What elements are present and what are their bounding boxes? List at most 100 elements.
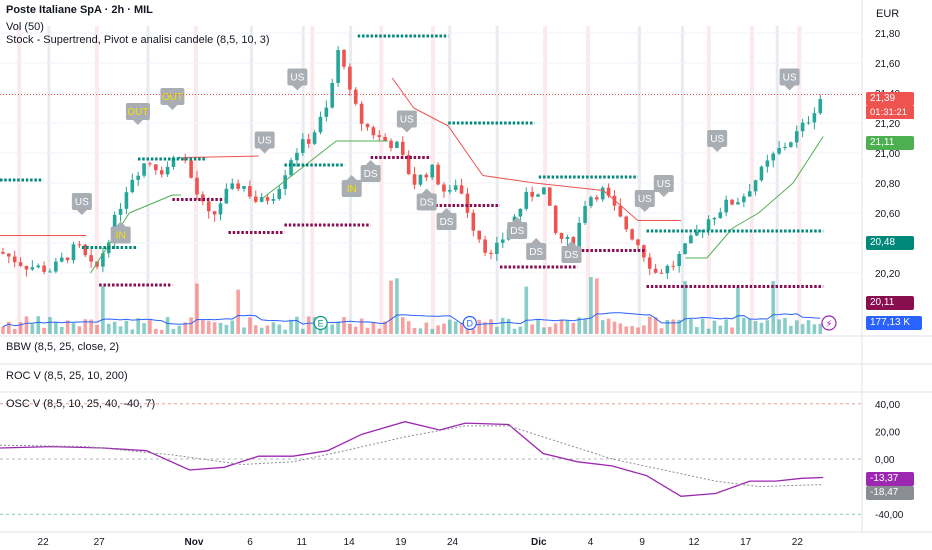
volume-bar <box>224 324 229 334</box>
volume-bar <box>606 318 611 334</box>
candle-body <box>359 103 364 124</box>
badge-text: DS <box>420 198 434 209</box>
candle-body <box>677 253 681 267</box>
volume-bar <box>683 281 687 334</box>
candle-body <box>118 208 123 215</box>
candle-body <box>42 265 46 272</box>
candle-body <box>471 212 476 231</box>
candles-group <box>1 46 823 280</box>
signal-badge-us: US <box>254 131 275 154</box>
candle-body <box>24 265 29 270</box>
candle-body <box>77 244 82 246</box>
volume-bar <box>489 319 493 334</box>
candle-body <box>547 187 552 206</box>
candle-body <box>295 152 299 161</box>
volume-bar <box>42 327 46 334</box>
volume-bar <box>359 318 364 334</box>
volume-bar <box>742 317 746 334</box>
signal-badge-ds: DS <box>416 188 437 211</box>
candle-body <box>324 107 329 117</box>
time-tick-label: 24 <box>447 537 459 548</box>
session-band <box>47 26 51 334</box>
badge-arrow <box>401 127 412 133</box>
candle-body <box>230 183 235 189</box>
signal-badge-us: US <box>287 68 308 91</box>
volume-bar <box>124 320 129 334</box>
candle-body <box>500 239 505 243</box>
volume-bar <box>642 325 646 334</box>
legend-stock-indicator[interactable]: Stock - Supertrend, Pivot e analisi cand… <box>6 34 270 46</box>
candle-body <box>277 188 282 199</box>
time-tick-label: 22 <box>38 537 50 548</box>
volume-bar <box>465 327 470 334</box>
candle-body <box>465 193 470 213</box>
volume-bar <box>424 322 429 334</box>
volume-bar <box>747 318 752 334</box>
volume-bar <box>154 328 158 334</box>
badge-text: DS <box>440 217 454 228</box>
badge-text: DS <box>529 247 543 258</box>
candle-body <box>806 122 811 124</box>
candle-body <box>389 140 393 149</box>
candle-body <box>289 160 293 176</box>
signal-badge-ds: DS <box>436 208 457 230</box>
last-price-label: 21,39 <box>866 92 914 106</box>
volume-bar <box>442 323 446 334</box>
time-tick-label: 17 <box>740 537 752 548</box>
candle-body <box>124 192 129 209</box>
volume-bar <box>83 319 88 334</box>
volume-bar <box>265 325 270 334</box>
volume-bar <box>500 317 505 334</box>
volume-bar <box>18 322 23 334</box>
price-tick-label: 21,00 <box>875 149 900 160</box>
candle-body <box>71 244 76 261</box>
pane-bbw-label[interactable]: BBW (8,5, 25, close, 2) <box>6 341 120 353</box>
candle-body <box>336 50 340 83</box>
session-band <box>586 26 591 334</box>
supertrend-line <box>534 182 604 191</box>
chart-title: Poste Italiane SpA · 2h · MIL <box>6 4 153 16</box>
candle-body <box>536 194 540 197</box>
event-marker-letter: E <box>318 319 324 329</box>
supertrend-line <box>758 182 794 214</box>
session-band <box>301 26 305 334</box>
volume-bar <box>336 321 340 334</box>
candle-body <box>759 166 764 181</box>
candle-body <box>12 256 17 263</box>
candle-body <box>212 211 217 215</box>
candle-body <box>377 135 382 137</box>
candle-body <box>483 239 487 253</box>
volume-bar <box>771 281 776 334</box>
badge-body <box>396 110 417 128</box>
osc-signal-line <box>0 425 824 488</box>
candle-body <box>54 261 58 272</box>
volume-bar <box>342 317 346 334</box>
signal-badge-out: OUT <box>160 88 185 110</box>
volume-bar <box>253 325 258 334</box>
candle-body <box>453 185 458 191</box>
pane-rocv-label[interactable]: ROC V (8,5, 25, 10, 200) <box>6 370 128 382</box>
legend-volume[interactable]: Vol (50) <box>6 21 44 33</box>
volume-bar <box>348 323 352 334</box>
volume-bar <box>7 321 11 334</box>
currency-label[interactable]: EUR <box>876 8 900 20</box>
candle-body <box>265 197 270 201</box>
volume-bar <box>736 286 740 334</box>
volume-bar <box>653 317 658 334</box>
volume-bar <box>818 323 823 334</box>
pane-oscv-label[interactable]: OSC V (8,5, 10, 25, 40, -40, 7) <box>6 398 156 410</box>
volume-bar <box>730 327 734 334</box>
candle-body <box>606 187 611 196</box>
session-band <box>706 26 711 334</box>
supertrend-line <box>482 175 535 184</box>
badge-body <box>561 246 582 263</box>
pivot-low-price-label: 20,11 <box>866 296 914 310</box>
volume-bar <box>236 289 240 334</box>
candle-body <box>353 89 358 104</box>
badge-arrow <box>421 188 432 194</box>
candle-body <box>36 265 41 268</box>
volume-bar <box>665 320 670 334</box>
candle-body <box>48 271 52 273</box>
volume-bar <box>36 316 41 334</box>
